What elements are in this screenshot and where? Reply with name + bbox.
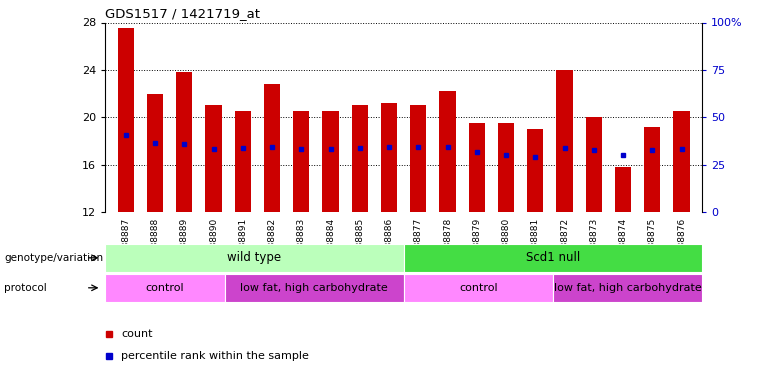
Bar [225,274,404,302]
Bar [322,111,339,212]
Bar [553,274,702,302]
Bar [644,127,661,212]
Text: Scd1 null: Scd1 null [526,251,580,264]
Bar [105,274,225,302]
Text: control: control [459,283,498,293]
Bar [410,105,427,212]
Bar [176,72,193,212]
Bar [235,111,251,212]
Text: low fat, high carbohydrate: low fat, high carbohydrate [240,283,388,293]
Text: percentile rank within the sample: percentile rank within the sample [121,351,309,361]
Bar [352,105,368,212]
Text: low fat, high carbohydrate: low fat, high carbohydrate [554,283,701,293]
Bar [673,111,690,212]
Bar [381,103,397,212]
Text: protocol: protocol [4,283,47,293]
Text: wild type: wild type [228,251,282,264]
Bar [293,111,310,212]
Bar [556,70,573,212]
Bar [527,129,544,212]
Bar [404,244,702,272]
Bar [147,93,163,212]
Text: genotype/variation: genotype/variation [4,253,103,263]
Bar [118,28,134,212]
Text: control: control [146,283,184,293]
Bar [586,117,602,212]
Bar [498,123,514,212]
Bar [615,167,631,212]
Bar [404,274,553,302]
Text: GDS1517 / 1421719_at: GDS1517 / 1421719_at [105,7,261,20]
Bar [205,105,222,212]
Bar [439,91,456,212]
Bar [469,123,485,212]
Text: count: count [121,329,152,339]
Bar [105,244,404,272]
Bar [264,84,280,212]
